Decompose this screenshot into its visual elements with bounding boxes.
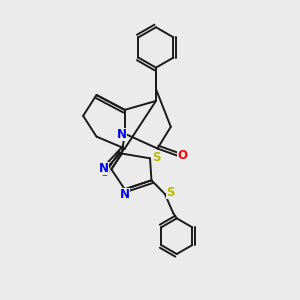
Text: S: S (152, 151, 160, 164)
Text: N: N (120, 188, 130, 201)
Text: S: S (166, 186, 175, 199)
Text: O: O (99, 167, 109, 179)
Text: N: N (117, 128, 127, 141)
Text: O: O (177, 149, 188, 162)
Text: N: N (99, 162, 109, 175)
